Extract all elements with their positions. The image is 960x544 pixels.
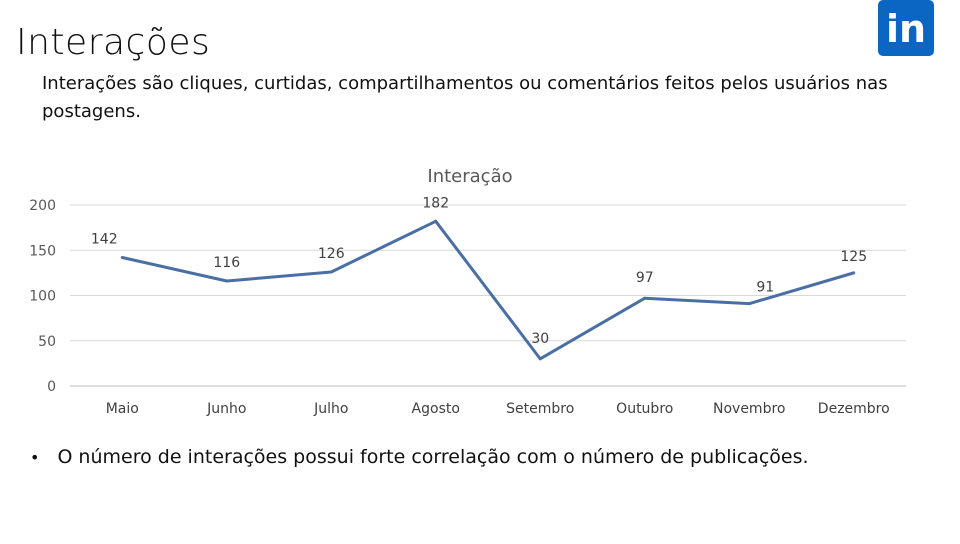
y-axis-ticks: 0 50 100 150 200 <box>29 198 56 395</box>
bullet-point: • O número de interações possui forte co… <box>30 446 809 468</box>
bullet-dot-icon: • <box>30 447 40 467</box>
data-point <box>852 271 856 275</box>
linkedin-icon[interactable]: in <box>878 0 934 56</box>
y-tick-label: 0 <box>47 379 56 395</box>
slide-subtitle: Interações são cliques, curtidas, compar… <box>42 73 888 122</box>
x-tick-label: Novembro <box>713 401 785 417</box>
data-label: 116 <box>213 255 240 271</box>
x-tick-label: Dezembro <box>818 401 890 417</box>
data-point <box>538 357 542 361</box>
data-label: 91 <box>756 280 774 296</box>
chart-gridlines <box>70 204 906 387</box>
data-label: 142 <box>91 231 118 247</box>
series-line <box>121 219 855 361</box>
data-label: 182 <box>422 195 449 211</box>
bullet-text: O número de interações possui forte corr… <box>57 446 809 468</box>
data-label: 126 <box>318 246 345 262</box>
x-tick-label: Setembro <box>506 401 574 417</box>
y-tick-label: 50 <box>38 334 56 350</box>
data-label: 125 <box>840 249 867 265</box>
x-tick-label: Maio <box>106 401 139 417</box>
y-tick-label: 150 <box>29 243 56 259</box>
chart-title: Interação <box>427 166 512 187</box>
x-tick-label: Outubro <box>616 401 673 417</box>
data-labels: 142 116 126 182 30 97 91 125 <box>91 195 867 347</box>
data-point <box>434 219 438 223</box>
y-tick-label: 200 <box>29 198 56 214</box>
data-point <box>120 255 124 259</box>
y-tick-label: 100 <box>29 289 56 305</box>
x-axis-ticks: Maio Junho Julho Agosto Setembro Outubro Novem… <box>106 401 890 417</box>
data-label: 97 <box>636 270 654 286</box>
data-point <box>225 279 229 283</box>
slide-title: Interações <box>16 22 211 63</box>
x-tick-label: Junho <box>206 401 246 417</box>
data-point <box>747 302 751 306</box>
data-point <box>329 270 333 274</box>
data-point <box>643 296 647 300</box>
data-label: 30 <box>531 331 549 347</box>
x-tick-label: Agosto <box>412 401 460 417</box>
logo-text: in <box>886 7 926 51</box>
chart-series <box>120 219 856 361</box>
x-tick-label: Julho <box>313 401 348 417</box>
